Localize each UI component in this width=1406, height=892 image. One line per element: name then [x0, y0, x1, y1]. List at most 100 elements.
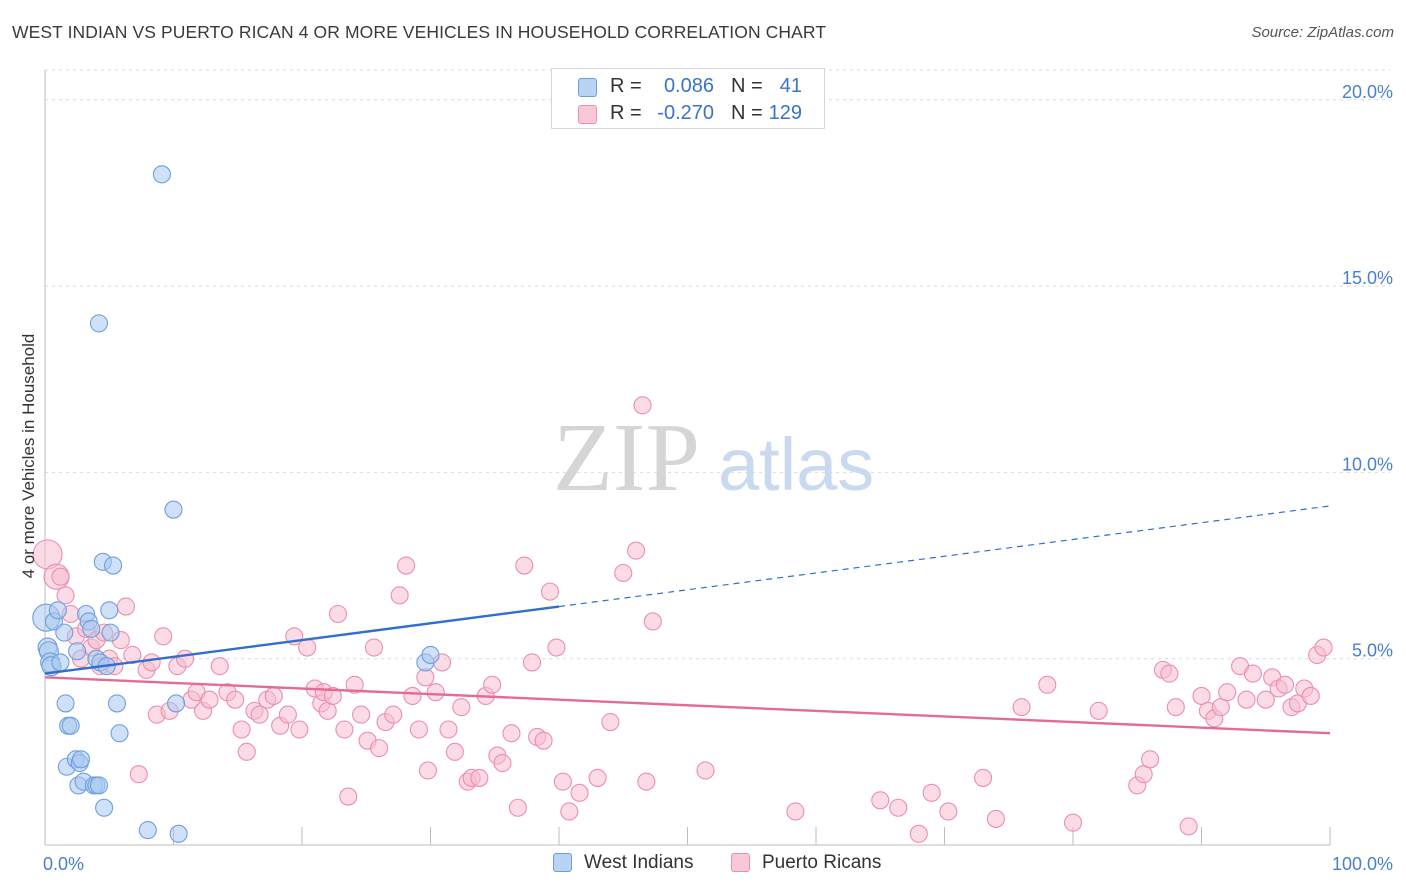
puerto-rican-point: [328, 604, 348, 624]
west-indian-point: [152, 165, 171, 184]
y-tick-label: 5.0%: [1352, 641, 1393, 661]
puerto-rican-point: [515, 556, 534, 575]
x-tick-label: 100.0%: [1332, 854, 1393, 874]
watermark-atlas: atlas: [718, 423, 874, 506]
puerto-rican-point: [129, 765, 148, 784]
n-label: N =: [731, 102, 763, 124]
legend-label-west-indians: West Indians: [584, 852, 694, 873]
puerto-rican-point: [1063, 813, 1083, 832]
west-indian-trend-extension: [558, 505, 1331, 608]
puerto-rican-point: [553, 772, 572, 791]
west-indian-point: [110, 724, 129, 743]
puerto-rican-point: [339, 787, 358, 806]
r-label: R =: [610, 102, 642, 124]
points-layer: [32, 165, 1333, 843]
puerto-rican-point: [142, 653, 161, 672]
puerto-rican-point: [470, 768, 489, 787]
puerto-rican-point: [290, 720, 309, 739]
puerto-rican-point: [522, 653, 542, 672]
puerto-rican-point: [123, 645, 142, 665]
puerto-rican-point: [1275, 675, 1295, 694]
puerto-rican-point: [1301, 686, 1320, 706]
west-indian-point: [164, 500, 183, 519]
west-indian-point: [169, 824, 188, 843]
west-indian-point: [101, 623, 120, 642]
puerto-rican-point: [643, 612, 662, 631]
n-value: 129: [768, 102, 802, 124]
puerto-rican-point: [1243, 664, 1262, 683]
puerto-rican-point: [409, 720, 428, 739]
west-indian-point: [89, 776, 109, 795]
puerto-rican-point: [570, 783, 589, 802]
west-indians-swatch: [578, 78, 597, 97]
r-value: 0.086: [663, 75, 714, 97]
puerto-rican-point: [493, 753, 512, 773]
puerto-rican-point: [370, 739, 389, 758]
puerto-rican-point: [627, 541, 646, 560]
west-indian-point: [71, 750, 91, 769]
puerto-rican-point: [226, 690, 245, 709]
west-indian-trend-line: [44, 605, 560, 675]
puerto-rican-point: [237, 742, 256, 761]
puerto-rican-point: [1192, 686, 1211, 706]
puerto-rican-point: [384, 705, 403, 724]
puerto-rican-point: [1218, 683, 1237, 702]
puerto-rican-point: [786, 802, 805, 821]
y-tick-label: 10.0%: [1342, 454, 1393, 474]
puerto-rican-point: [1012, 698, 1031, 717]
puerto-rican-point: [1211, 698, 1230, 717]
puerto-rican-point: [210, 657, 229, 676]
puerto-rican-point: [986, 809, 1005, 828]
puerto-rican-point: [939, 802, 958, 821]
puerto-rican-point: [352, 705, 371, 724]
puerto-rican-point: [547, 638, 566, 657]
puerto-rican-point: [633, 396, 652, 415]
puerto-rican-point: [909, 824, 928, 843]
puerto-rican-point: [637, 772, 656, 791]
puerto-rican-point: [973, 768, 993, 787]
puerto-rican-point: [889, 798, 908, 817]
puerto-rican-point: [154, 627, 173, 646]
puerto-rican-point: [1089, 701, 1108, 720]
chart-title: WEST INDIAN VS PUERTO RICAN 4 OR MORE VE…: [12, 22, 827, 42]
puerto-rican-trend-line: [44, 676, 1331, 735]
west-indian-point: [100, 601, 119, 620]
y-axis-label: 4 or more Vehicles in Household: [19, 334, 38, 579]
puerto-rican-point: [176, 649, 195, 668]
watermark: ZIP atlas: [553, 404, 874, 512]
west-indian-point: [56, 694, 75, 713]
puerto-rican-point: [540, 582, 560, 601]
puerto-rican-point: [323, 686, 342, 706]
west-indian-point: [68, 642, 87, 661]
west-indian-point: [55, 623, 74, 642]
puerto-rican-point: [1314, 638, 1333, 657]
stats-row-west-indians: R = 0.086 N = 41: [552, 75, 824, 101]
trend-layer: [44, 505, 1331, 735]
stats-legend: R = 0.086 N = 41 R = -0.270 N = 129: [551, 68, 825, 129]
west-indians-swatch: [553, 853, 572, 872]
r-value: -0.270: [657, 102, 714, 124]
puerto-rican-point: [1166, 698, 1185, 717]
west-indian-point: [61, 716, 80, 735]
puerto-rican-point: [445, 742, 464, 761]
west-indian-point: [82, 619, 101, 638]
legend-label-puerto-ricans: Puerto Ricans: [762, 852, 882, 873]
puerto-rican-point: [397, 556, 416, 575]
west-indian-point: [167, 694, 186, 713]
puerto-rican-point: [345, 675, 364, 694]
puerto-rican-point: [922, 783, 941, 802]
puerto-rican-point: [1160, 664, 1179, 683]
stats-row-puerto-ricans: R = -0.270 N = 129: [552, 102, 824, 128]
west-indian-point: [89, 314, 109, 333]
puerto-rican-point: [116, 597, 136, 616]
puerto-rican-point: [502, 724, 521, 743]
west-indian-point: [107, 694, 127, 713]
puerto-rican-point: [335, 720, 354, 739]
puerto-rican-point: [364, 638, 384, 657]
n-label: N =: [731, 75, 763, 97]
puerto-rican-point: [439, 720, 458, 739]
puerto-rican-point: [1237, 690, 1256, 709]
axis-layer: 5.0% 10.0% 15.0% 20.0% 0.0% 100.0%: [43, 70, 1393, 874]
puerto-rican-point: [56, 586, 75, 605]
west-indian-point: [421, 645, 440, 665]
